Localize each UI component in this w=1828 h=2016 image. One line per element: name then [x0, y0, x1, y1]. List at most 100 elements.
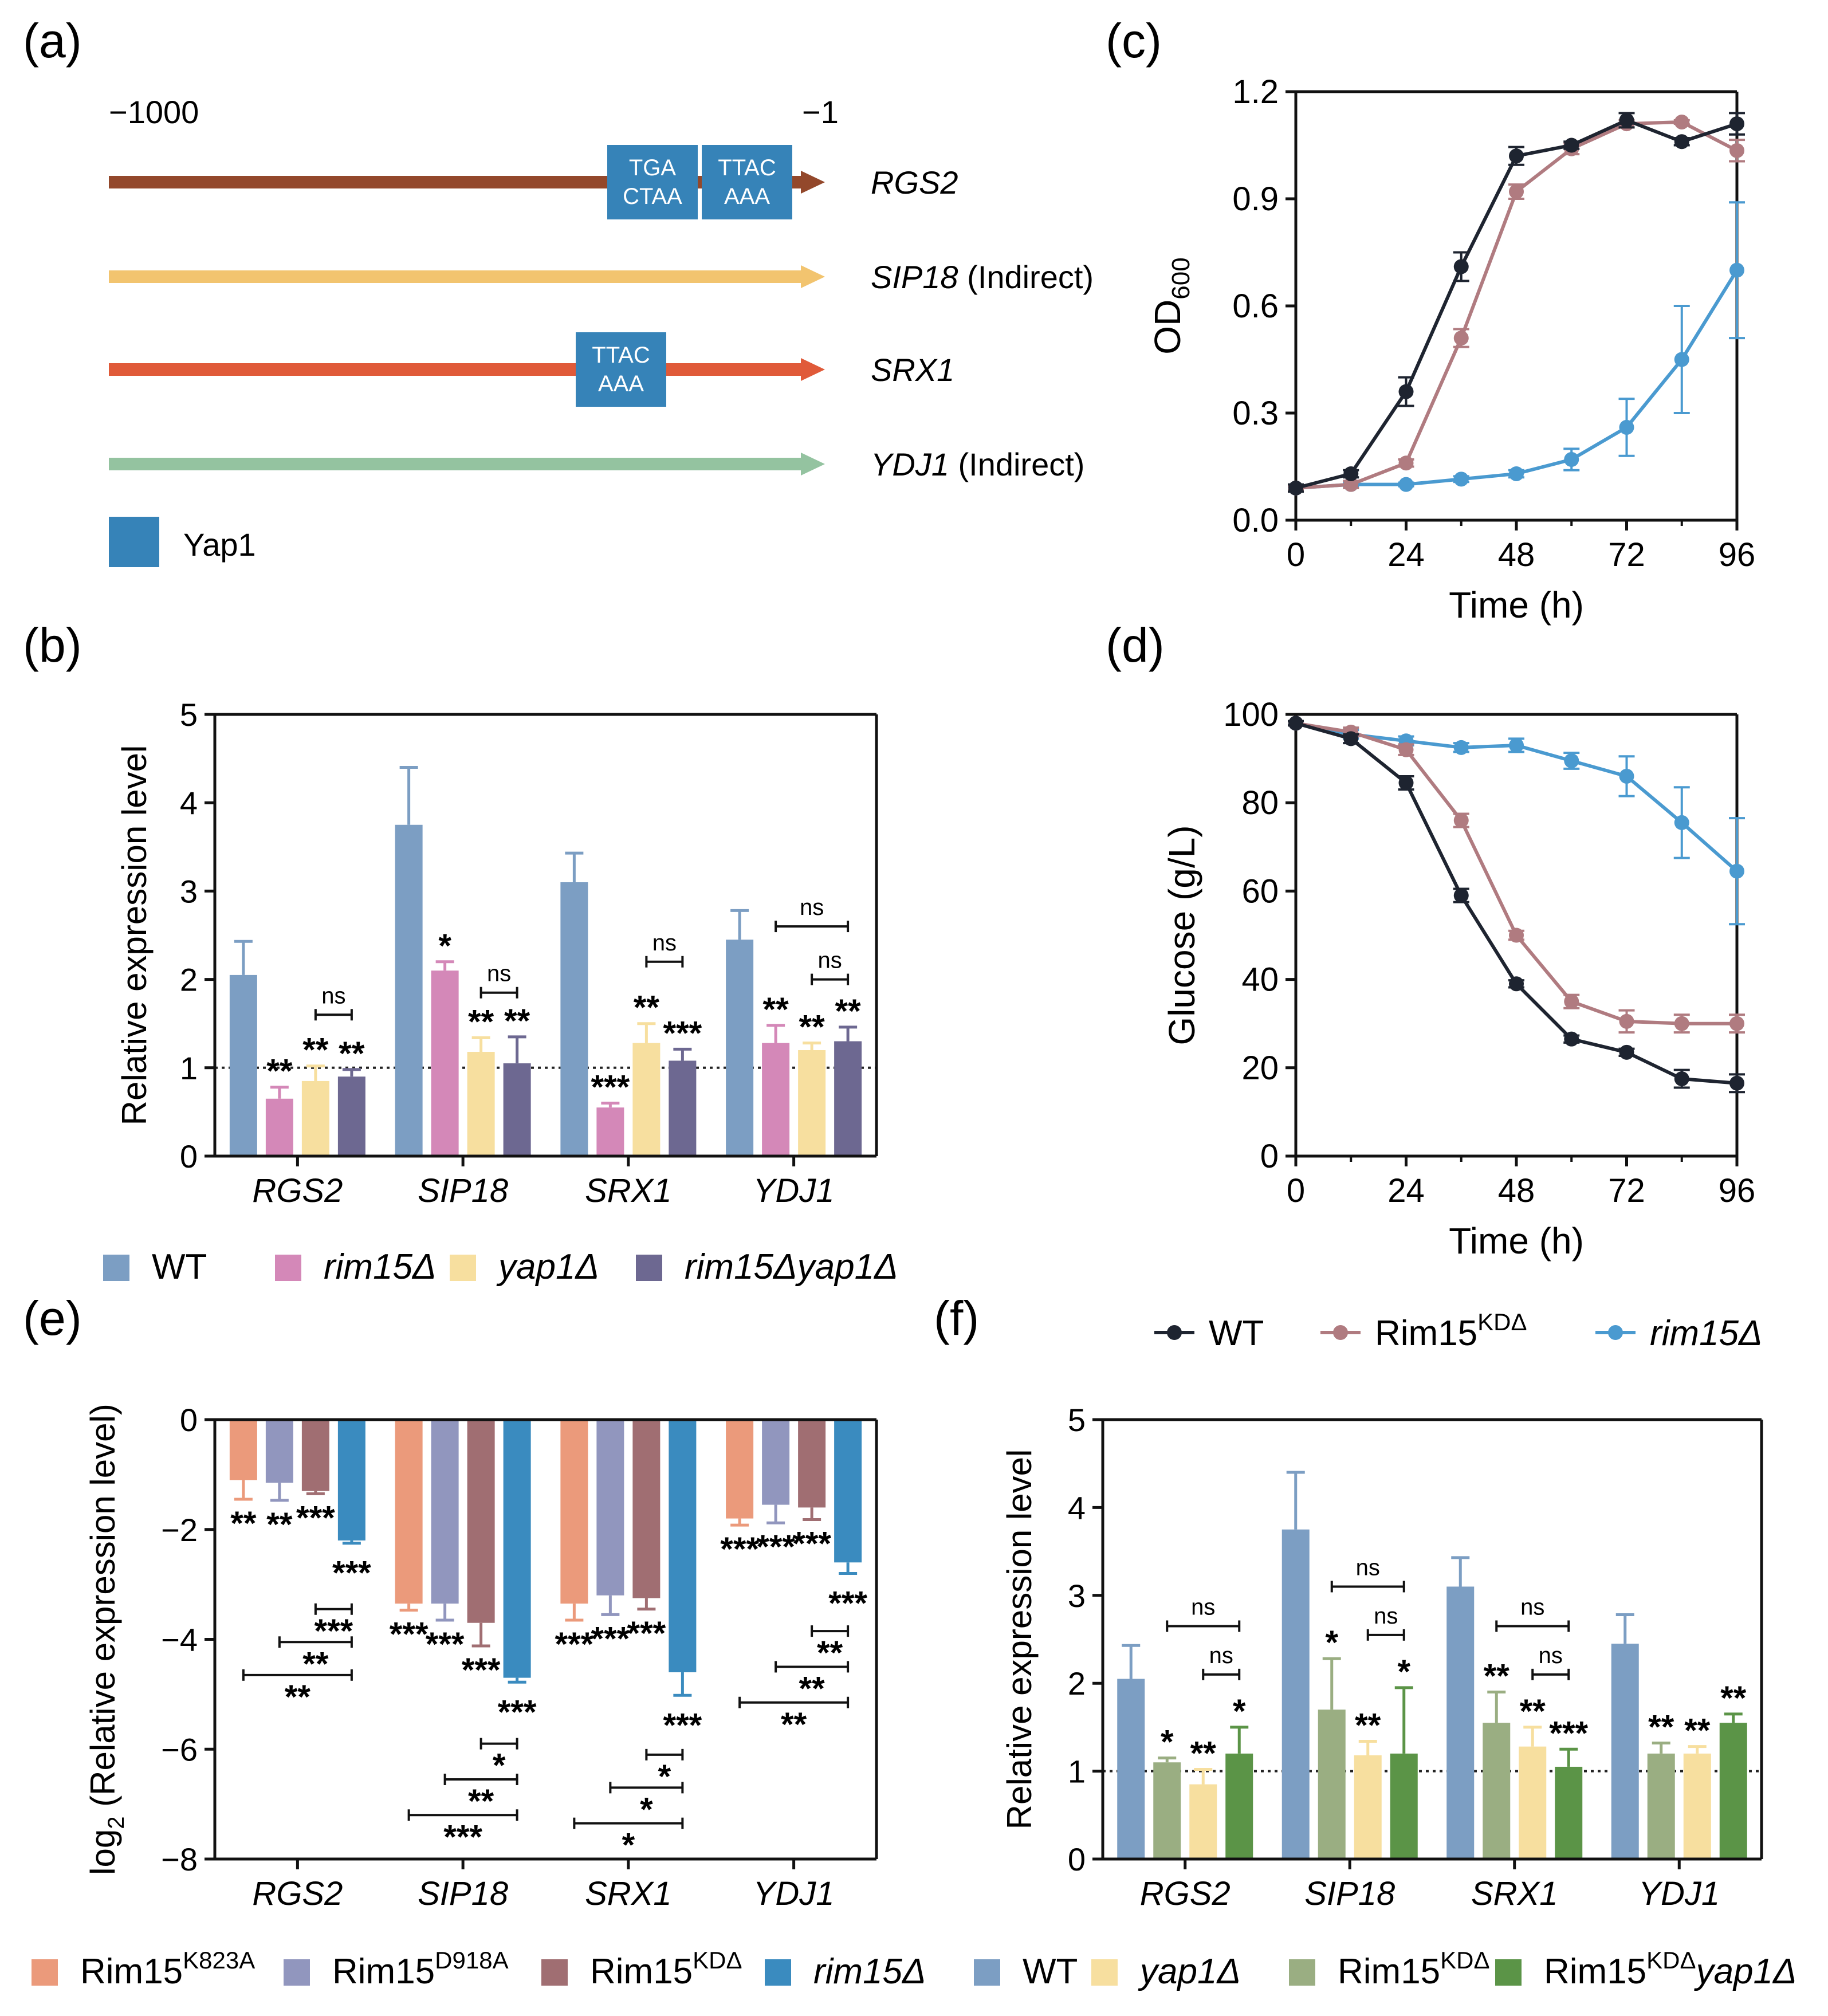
- legend-cd-item-rim15: rim15Δ: [1595, 1314, 1763, 1353]
- data-point-wt: [1343, 466, 1359, 481]
- significance-star: **: [1355, 1707, 1381, 1744]
- x-tick-label-sip18: SIP18: [418, 1172, 508, 1209]
- bracket-label: **: [781, 1706, 807, 1743]
- y-tick-label: 1: [1068, 1754, 1086, 1790]
- data-point-rim15: [1729, 863, 1744, 879]
- legend-swatch: [450, 1255, 476, 1281]
- y-axis-label: Relative expression level: [1000, 1449, 1039, 1830]
- x-tick-label: 24: [1387, 1172, 1425, 1209]
- data-point-wt: [1343, 731, 1359, 746]
- x-tick-label-srx1: SRX1: [1471, 1875, 1558, 1912]
- bar-rgs2-rim15kd: [1153, 1762, 1181, 1859]
- legend-text: rim15Δyap1Δ: [685, 1247, 898, 1287]
- y-tick-label: 5: [180, 697, 198, 733]
- legend-text: Rim15: [1544, 1952, 1646, 1991]
- significance-star: ***: [426, 1626, 465, 1663]
- y-axis-label: Relative expression level: [115, 745, 154, 1126]
- yap1-legend-swatch: [109, 517, 159, 567]
- significance-star: **: [1648, 1709, 1674, 1746]
- significance-star: **: [835, 993, 862, 1030]
- data-point-rim15: [1729, 262, 1744, 278]
- data-point-rim15: [1674, 352, 1689, 367]
- significance-star: **: [266, 1506, 293, 1543]
- significance-star: **: [339, 1035, 365, 1072]
- data-point-rim15: [1509, 466, 1524, 481]
- bracket-label: ns: [652, 930, 677, 956]
- chart-d-glucose: 0 20 40 60 80 100 0 24 48 72 96 Time (h) Glucose (g/…: [1161, 696, 1755, 1262]
- legend-e-label: rim15Δ: [813, 1952, 926, 1991]
- legend-text: WT: [1023, 1952, 1078, 1991]
- bar-rgs2-rim15d918a: [265, 1420, 293, 1483]
- chart-c-od600: 0.0 0.3 0.6 0.9 1.2 0 24 48 72 96 Time (h) OD600: [1147, 73, 1755, 626]
- promoter-arrowhead-srx1: [801, 358, 825, 381]
- data-point-rim15: [1453, 740, 1469, 755]
- promoter-row-srx1: TTAC AAA SRX1: [109, 332, 954, 407]
- legend-text: Rim15: [1375, 1314, 1477, 1353]
- binding-motif-top: TTAC: [718, 155, 776, 180]
- x-tick-label-sip18: SIP18: [418, 1875, 508, 1912]
- legend-swatch: [974, 1959, 1000, 1986]
- panel-label-b: (b): [23, 618, 82, 672]
- data-point-rim15kd: [1674, 114, 1689, 129]
- y-label-tail: (Relative expression level): [84, 1404, 122, 1816]
- promoter-row-rgs2: TGA CTAA TTAC AAA RGS2: [109, 145, 958, 219]
- bar-ydj1-rim15kd-yap1: [1719, 1723, 1747, 1859]
- legend-cd-label: Rim15KDΔ: [1375, 1308, 1527, 1353]
- yap1-binding-site-box: [576, 332, 666, 407]
- bar-sip18-rim15kd: [1318, 1710, 1346, 1859]
- bracket-label: ***: [443, 1818, 482, 1856]
- yap1-binding-site-box: [607, 145, 698, 219]
- bracket-label: *: [493, 1747, 506, 1785]
- bracket-label: ns: [1539, 1643, 1563, 1668]
- bar-ydj1-yap1: [798, 1050, 826, 1156]
- x-tick-label: 24: [1387, 536, 1425, 573]
- legend-e-item-rim15: rim15Δ: [765, 1952, 926, 1991]
- gene-suffix: (Indirect): [949, 446, 1085, 482]
- legend-text: Rim15: [332, 1952, 435, 1991]
- legend-b-item-rim15: rim15Δ: [275, 1247, 437, 1287]
- bracket-label: **: [302, 1645, 329, 1683]
- legend-f-label: Rim15KDΔ: [1338, 1947, 1490, 1991]
- bracket-label: ns: [1374, 1604, 1398, 1629]
- y-tick-label: 0: [1260, 1138, 1279, 1175]
- binding-motif-top: TGA: [629, 155, 677, 180]
- legend-text: Rim15: [1338, 1952, 1440, 1991]
- y-tick-label: −2: [161, 1512, 198, 1548]
- legend-f-label: Rim15KDΔyap1Δ: [1544, 1947, 1797, 1991]
- legend-text: yap1Δ: [496, 1247, 599, 1287]
- bar-ydj1-rim15d918a: [762, 1420, 790, 1505]
- significance-star: ***: [332, 1555, 371, 1592]
- significance-star: ***: [792, 1525, 831, 1562]
- legend-cd-label: rim15Δ: [1650, 1314, 1763, 1353]
- bracket-label: **: [799, 1670, 825, 1707]
- bar-ydj1-rim15kd: [1647, 1753, 1675, 1859]
- data-point-wt: [1453, 888, 1469, 903]
- legend-sup: KDΔ: [1477, 1308, 1527, 1335]
- legend-f-item-wt: WT: [974, 1952, 1078, 1991]
- legend-swatch: [32, 1959, 58, 1986]
- promoter-arrowhead-rgs2: [801, 171, 825, 194]
- gene-name: YDJ1: [871, 446, 949, 482]
- legend-text: rim15Δ: [324, 1247, 437, 1287]
- x-tick-label: 72: [1608, 536, 1645, 573]
- x-tick-label-rgs2: RGS2: [252, 1875, 343, 1912]
- significance-star: ***: [555, 1626, 594, 1663]
- data-point-rim15kd: [1729, 143, 1744, 158]
- data-point-rim15kd: [1729, 1016, 1744, 1031]
- legend-swatch: [1289, 1959, 1315, 1986]
- y-tick-label: 2: [1068, 1665, 1086, 1701]
- legend-f: WT yap1Δ Rim15KDΔ Rim15KDΔyap1Δ: [974, 1947, 1797, 1991]
- data-point-wt: [1453, 259, 1469, 274]
- data-point-rim15: [1564, 452, 1579, 467]
- legend-swatch: [541, 1959, 568, 1986]
- y-tick-label: 40: [1241, 961, 1279, 999]
- series-line-wt: [1295, 721, 1737, 1085]
- bar-srx1-rim15kd: [632, 1420, 661, 1598]
- data-point-rim15kd: [1343, 477, 1359, 492]
- significance-star: ***: [627, 1615, 666, 1652]
- promoter-arrowhead-ydj1: [801, 453, 825, 475]
- data-point-rim15: [1564, 753, 1579, 768]
- promoter-end-label: −1: [802, 94, 839, 130]
- data-point-rim15: [1453, 471, 1469, 487]
